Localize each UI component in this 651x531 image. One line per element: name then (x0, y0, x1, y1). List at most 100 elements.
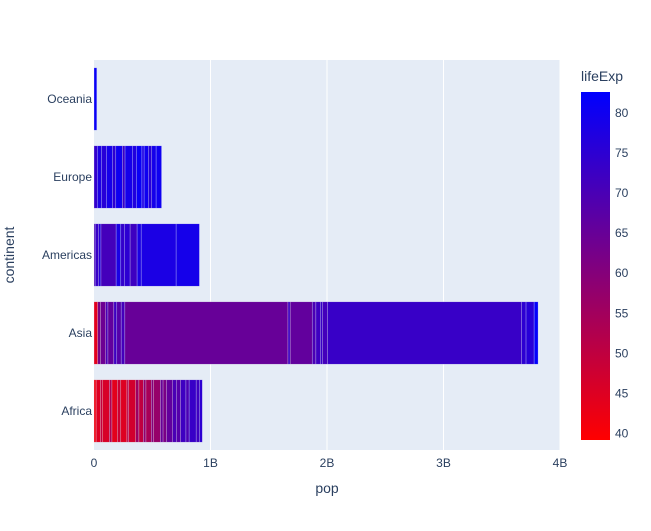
bar-segment[interactable] (175, 223, 200, 287)
bar-segment[interactable] (129, 223, 138, 287)
y-tick-label: Asia (69, 326, 93, 340)
bar-segment[interactable] (145, 379, 152, 443)
bar-segment[interactable] (135, 379, 140, 443)
bar-segment[interactable] (525, 301, 535, 365)
y-tick-label: Africa (61, 404, 92, 418)
bar-segment[interactable] (143, 379, 147, 443)
bar-segment[interactable] (111, 379, 118, 443)
bar-segment[interactable] (188, 379, 197, 443)
bar-segment[interactable] (107, 301, 115, 365)
bar-segment[interactable] (155, 145, 162, 209)
bar-segment[interactable] (100, 301, 107, 365)
colorbar-tick-label: 50 (615, 346, 629, 360)
bar-segment[interactable] (109, 379, 113, 443)
bar-segment[interactable] (93, 301, 98, 365)
bar-segment[interactable] (199, 379, 203, 443)
bar-segment[interactable] (311, 301, 317, 365)
bar-segment[interactable] (93, 379, 97, 443)
bar-segment[interactable] (93, 67, 98, 131)
bar-segment[interactable] (148, 145, 153, 209)
x-tick-label: 1B (203, 456, 218, 470)
bar-segment[interactable] (113, 301, 118, 365)
bar-segment[interactable] (100, 223, 117, 287)
bar-segment[interactable] (315, 301, 321, 365)
bar-segment[interactable] (95, 379, 101, 443)
bar-segment[interactable] (180, 379, 187, 443)
bar-segment[interactable] (115, 145, 123, 209)
colorbar-tick-label: 65 (615, 226, 629, 240)
bar-segment[interactable] (128, 379, 137, 443)
bar-segment[interactable] (138, 379, 144, 443)
bar-segment[interactable] (115, 223, 122, 287)
colorbar-tick-label: 80 (615, 106, 629, 120)
bar-segment[interactable] (120, 301, 126, 365)
bar-segment[interactable] (195, 379, 200, 443)
colorbar-tick-label: 45 (615, 386, 629, 400)
bar-segment[interactable] (136, 223, 142, 287)
bar-segment[interactable] (124, 223, 131, 287)
bar-segment[interactable] (322, 301, 328, 365)
x-tick-label: 3B (436, 456, 451, 470)
colorbar (581, 92, 610, 440)
bar-segment[interactable] (166, 379, 173, 443)
y-tick-label: Europe (53, 170, 92, 184)
bar-segment[interactable] (105, 301, 109, 365)
bar-segment[interactable] (151, 379, 154, 443)
bar-segment[interactable] (120, 379, 128, 443)
bar-segment[interactable] (97, 145, 102, 209)
bar-segment[interactable] (93, 145, 98, 209)
bar-segment[interactable] (153, 379, 161, 443)
colorbar-tick-label: 75 (615, 146, 629, 160)
bar-segment[interactable] (162, 379, 167, 443)
bar-segment[interactable] (141, 145, 145, 209)
colorbar-title: lifeExp (581, 68, 623, 84)
bar-segment[interactable] (122, 145, 126, 209)
bar-segment[interactable] (320, 301, 323, 365)
y-tick-label: Americas (42, 248, 92, 262)
bar-segment[interactable] (287, 301, 291, 365)
bar-segment[interactable] (327, 301, 522, 365)
bar-segment[interactable] (172, 379, 177, 443)
bar-segment[interactable] (101, 145, 107, 209)
colorbar-tick-label: 55 (615, 306, 629, 320)
x-tick-label: 2B (320, 456, 335, 470)
bar-segment[interactable] (97, 301, 101, 365)
bar-segment[interactable] (176, 379, 181, 443)
x-axis-title: pop (315, 480, 339, 496)
bar-segment[interactable] (98, 223, 102, 287)
x-tick-label: 0 (91, 456, 98, 470)
bar-segment[interactable] (112, 145, 117, 209)
bar-segment[interactable] (106, 145, 113, 209)
y-tick-labels: Oceania Europe Americas Asia Africa (42, 92, 92, 418)
bar-segment[interactable] (100, 379, 103, 443)
colorbar-tick-label: 70 (615, 186, 629, 200)
x-gridlines (210, 60, 561, 450)
x-tick-labels: 0 1B 2B 3B 4B (91, 456, 568, 470)
bar-segment[interactable] (124, 145, 133, 209)
bar-segment[interactable] (533, 301, 539, 365)
bar-segment[interactable] (116, 301, 122, 365)
colorbar-tick-labels: 40 45 50 55 60 65 70 75 80 (615, 106, 629, 441)
y-tick-label: Oceania (47, 92, 92, 106)
bar-segment[interactable] (160, 379, 164, 443)
bar-segment[interactable] (140, 223, 177, 287)
bar-segment[interactable] (521, 301, 527, 365)
bar-segment[interactable] (151, 145, 157, 209)
bar-segment[interactable] (185, 379, 190, 443)
x-tick-label: 4B (553, 456, 568, 470)
bar-segment[interactable] (124, 301, 289, 365)
bar-segment[interactable] (289, 301, 313, 365)
bar-segment[interactable] (136, 145, 143, 209)
bar-segment[interactable] (102, 379, 110, 443)
colorbar-tick-label: 40 (615, 427, 629, 441)
bars (93, 67, 539, 443)
bar-segment[interactable] (117, 379, 122, 443)
bar-segment[interactable] (94, 223, 99, 287)
y-axis-title: continent (1, 226, 17, 283)
bar-segment[interactable] (132, 145, 137, 209)
colorbar-tick-label: 60 (615, 266, 629, 280)
bar-segment[interactable] (126, 379, 129, 443)
bar-segment[interactable] (120, 223, 125, 287)
bar-segment[interactable] (143, 145, 149, 209)
